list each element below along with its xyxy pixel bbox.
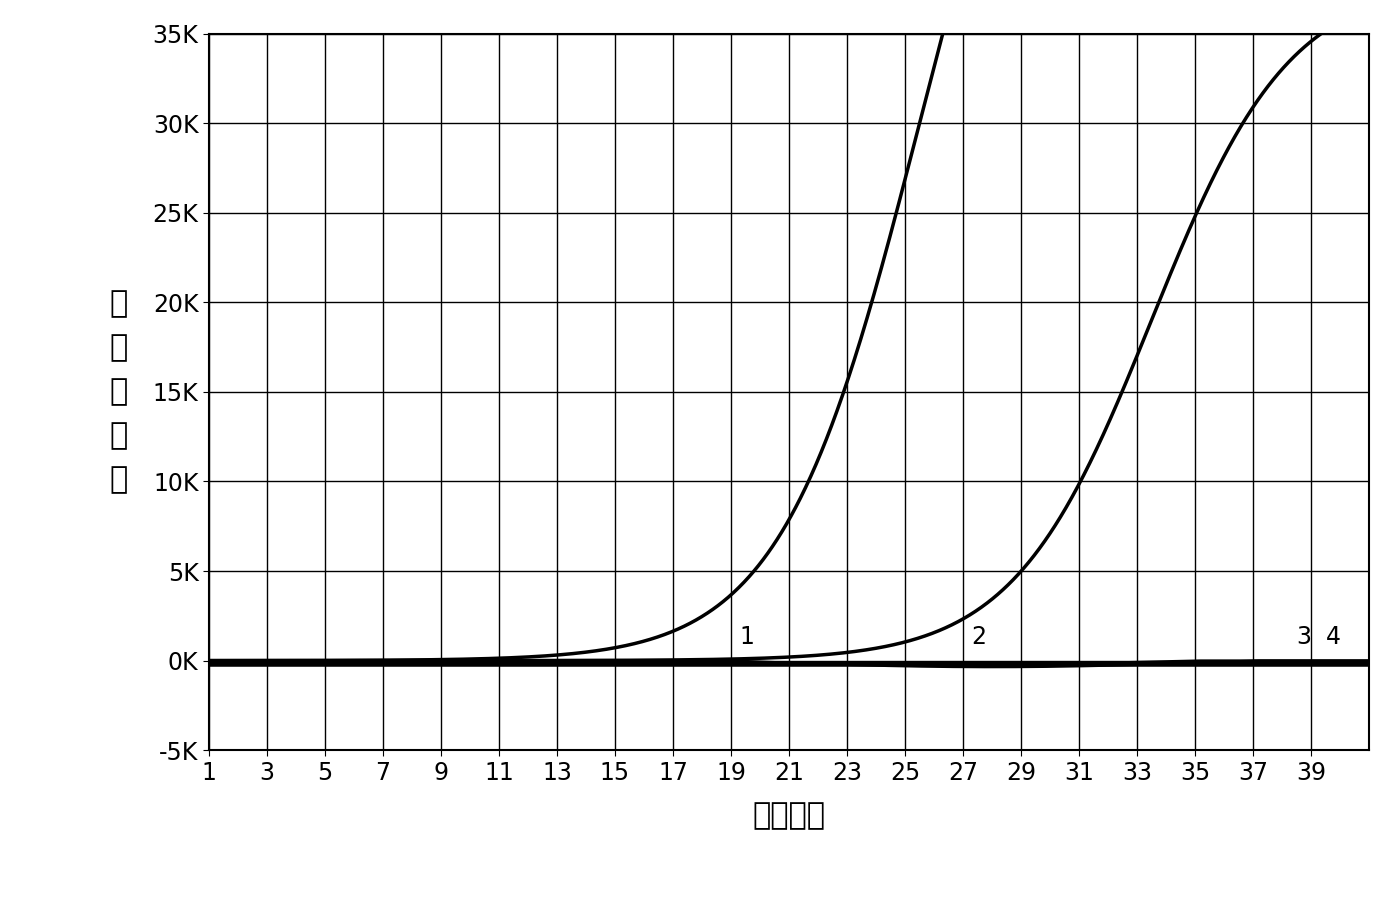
Text: 2: 2 [972,625,987,650]
Text: 值: 值 [109,465,129,495]
Text: 1: 1 [739,625,754,650]
Text: 对: 对 [109,333,129,363]
Text: 3: 3 [1297,625,1312,650]
Text: 相: 相 [109,289,129,319]
Text: 荧: 荧 [109,377,129,407]
X-axis label: 循环次数: 循环次数 [753,801,825,830]
Text: 4: 4 [1326,625,1341,650]
Text: 光: 光 [109,421,129,451]
